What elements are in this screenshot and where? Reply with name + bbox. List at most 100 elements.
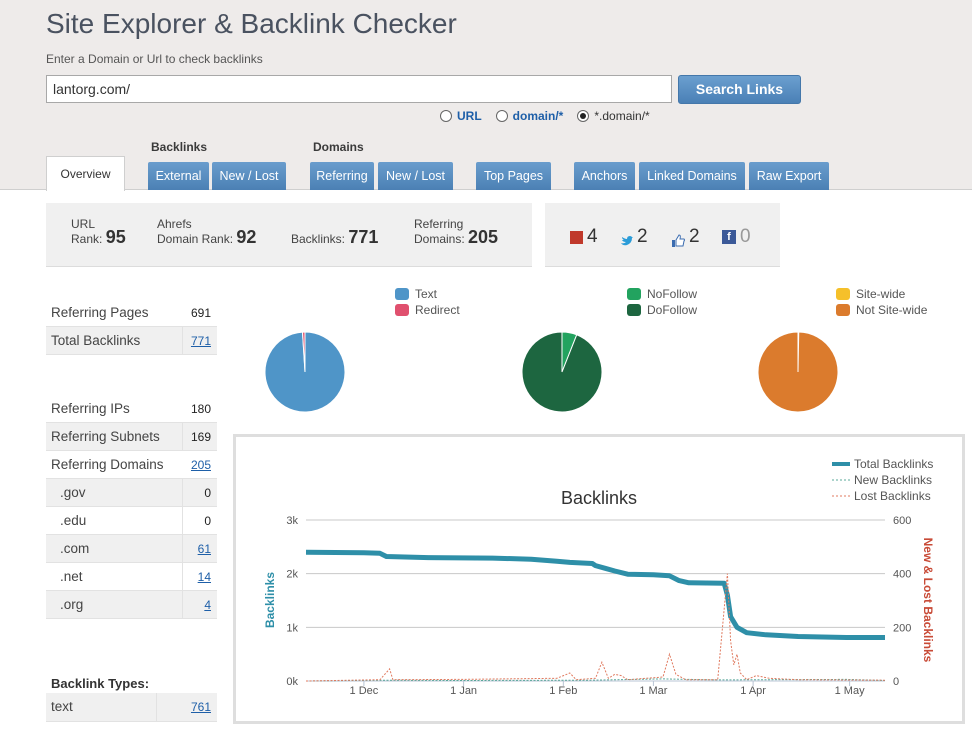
legend-line	[832, 495, 850, 497]
referring-domains-button[interactable]: Referring	[310, 162, 374, 190]
chart-title: Backlinks	[561, 488, 637, 508]
legend-item[interactable]: New Backlinks	[832, 472, 933, 488]
table-row: Referring Pages 691	[46, 299, 217, 327]
row-label: .org	[46, 591, 183, 618]
row-label: .gov	[46, 479, 183, 506]
legend-label: Total Backlinks	[854, 457, 934, 471]
table-row: .edu 0	[46, 507, 217, 535]
legend-item[interactable]: NoFollow	[627, 286, 697, 302]
anchors-button[interactable]: Anchors	[574, 162, 635, 190]
series-total-backlinks[interactable]	[305, 549, 885, 640]
legend-item[interactable]: DoFollow	[627, 302, 697, 318]
backlink-types-table: text 761	[46, 693, 217, 722]
table-row: Referring IPs 180	[46, 395, 217, 423]
referring-domains-link[interactable]: 205	[190, 458, 211, 472]
mode-url-radio[interactable]: URL	[440, 109, 482, 123]
thumbs-up-icon	[672, 231, 685, 247]
domains-new-lost-button[interactable]: New / Lost	[378, 162, 453, 190]
table-row: Referring Subnets 169	[46, 423, 217, 451]
mode-domain-radio[interactable]: domain/*	[495, 109, 564, 123]
x-tick-label: 1 Feb	[549, 685, 577, 697]
legend-line	[832, 462, 850, 466]
radio-circle[interactable]	[440, 110, 452, 122]
x-tick-label: 1 Mar	[639, 685, 667, 697]
url-rank-label: Rank:	[71, 232, 103, 246]
y2-axis-label: New & Lost Backlinks	[921, 538, 935, 663]
likes-stat: 2	[672, 226, 700, 248]
y2-tick-label: 400	[893, 569, 911, 581]
row-label: Referring Domains	[51, 457, 164, 472]
social-stats-panel: 4 2 2 f 0	[545, 203, 780, 267]
raw-export-button[interactable]: Raw Export	[749, 162, 829, 190]
search-hint: Enter a Domain or Url to check backlinks	[46, 52, 263, 66]
ref-domains-label: Domains:	[414, 232, 465, 246]
x-tick-label: 1 Dec	[350, 685, 379, 697]
linked-domains-button[interactable]: Linked Domains	[639, 162, 745, 190]
row-value: 180	[190, 402, 211, 416]
row-value: 0	[204, 486, 211, 500]
x-tick-label: 1 Jan	[450, 685, 477, 697]
top-pages-button[interactable]: Top Pages	[476, 162, 551, 190]
mode-subdomain-radio[interactable]: *.domain/*	[577, 109, 650, 123]
backlink-types-title: Backlink Types:	[51, 676, 150, 691]
mode-url-label[interactable]: URL	[457, 109, 482, 123]
legend-item[interactable]: Text	[395, 286, 460, 302]
domain-rank-label: Domain Rank:	[157, 232, 234, 246]
legend-label: DoFollow	[647, 303, 698, 317]
url-rank-label: URL	[71, 217, 96, 231]
radio-circle[interactable]	[495, 110, 508, 122]
table-row: text 761	[46, 693, 217, 722]
rank-stats-panel: URL Rank: 95 Ahrefs Domain Rank: 92 Back…	[46, 203, 532, 267]
url-rank-stat: URL Rank: 95	[71, 217, 126, 247]
domain-search-input[interactable]	[46, 75, 672, 103]
mode-domain-label[interactable]: domain/*	[512, 109, 564, 123]
legend-item[interactable]: Total Backlinks	[832, 456, 933, 472]
legend-label: NoFollow	[647, 287, 698, 301]
referring-table: Referring IPs 180 Referring Subnets 169 …	[46, 395, 217, 619]
facebook-icon: f	[722, 230, 736, 244]
net-domains-link[interactable]: 14	[197, 570, 211, 584]
search-links-button[interactable]: Search Links	[678, 75, 801, 104]
table-row: .org 4	[46, 591, 217, 619]
legend-label: Lost Backlinks	[854, 489, 931, 503]
row-label: Referring Subnets	[46, 423, 183, 450]
legend-label: Redirect	[415, 303, 460, 317]
twitter-count: 2	[637, 226, 648, 247]
y2-tick-label: 200	[893, 622, 911, 634]
pie-legend-follow: NoFollow DoFollow	[627, 286, 697, 318]
legend-item[interactable]: Not Site-wide	[836, 302, 927, 318]
backlinks-new-lost-button[interactable]: New / Lost	[212, 162, 286, 190]
legend-item[interactable]: Site-wide	[836, 286, 927, 302]
pages-table: Referring Pages 691 Total Backlinks 771	[46, 299, 217, 355]
legend-swatch	[627, 304, 641, 316]
likes-count: 2	[689, 226, 700, 247]
backlinks-stat: Backlinks: 771	[291, 228, 378, 246]
external-backlinks-button[interactable]: External	[148, 162, 209, 190]
table-row: .com 61	[46, 535, 217, 563]
row-value: 0	[204, 514, 211, 528]
page-title: Site Explorer & Backlink Checker	[46, 8, 457, 39]
radio-circle-selected[interactable]	[577, 110, 590, 122]
legend-item[interactable]: Lost Backlinks	[832, 488, 933, 504]
series-lost-backlinks[interactable]	[305, 573, 886, 682]
domain-rank-value: 92	[236, 227, 257, 247]
y-tick-label: 2k	[286, 569, 298, 581]
y-axis-label: Backlinks	[263, 572, 277, 628]
legend-swatch	[395, 288, 409, 300]
tab-overview[interactable]: Overview	[46, 156, 125, 191]
org-domains-link[interactable]: 4	[204, 598, 211, 612]
pie-legend-type: Text Redirect	[395, 286, 460, 318]
domain-rank-label: Ahrefs	[157, 217, 192, 231]
legend-swatch	[836, 304, 850, 316]
y2-tick-label: 600	[893, 515, 911, 527]
y-tick-label: 0k	[286, 676, 298, 688]
legend-item[interactable]: Redirect	[395, 302, 460, 318]
total-backlinks-link[interactable]: 771	[190, 334, 211, 348]
mode-subdomain-label[interactable]: *.domain/*	[594, 109, 650, 123]
row-value: 169	[190, 430, 211, 444]
text-backlinks-link[interactable]: 761	[190, 700, 211, 714]
domains-group-label: Domains	[313, 140, 364, 154]
com-domains-link[interactable]: 61	[197, 542, 211, 556]
header: Site Explorer & Backlink Checker Enter a…	[0, 0, 972, 191]
